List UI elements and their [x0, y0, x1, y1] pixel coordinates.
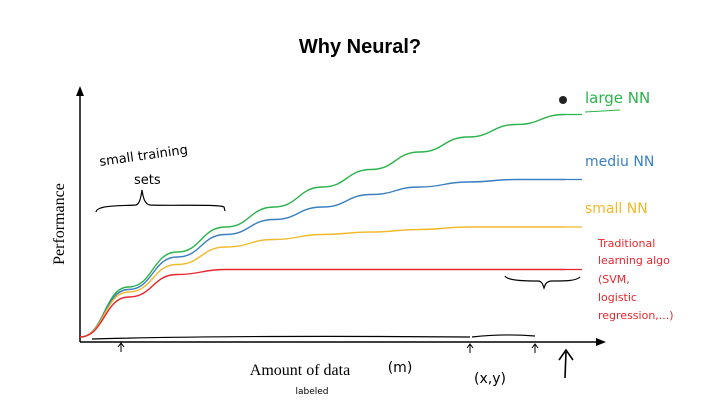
series-line-0: [79, 113, 566, 338]
small-tick-arrow: [117, 342, 125, 352]
series-line-3: [79, 268, 565, 338]
traditional-label-line-1: Traditional: [597, 237, 655, 250]
traditional-label-line-5: regression,...): [598, 309, 674, 322]
medium-tick-arrow: [466, 343, 474, 353]
slide-title: Why Neural?: [298, 36, 422, 58]
data-amount-scribble: [91, 334, 536, 340]
traditional-brace: [504, 275, 581, 290]
x-axis-label: Amount of data: [250, 362, 350, 379]
series-line-2: [79, 226, 565, 338]
traditional-label-line-3: (SVM,: [598, 273, 630, 286]
series-group: [79, 113, 582, 338]
traditional-label-group: Traditional learning algo (SVM, logistic…: [597, 237, 674, 322]
y-axis-arrow: [76, 86, 84, 96]
xy-note: (x,y): [474, 371, 506, 387]
small-nn-label: small NN: [585, 201, 648, 217]
series-line-1: [79, 178, 565, 338]
traditional-label-line-2: learning algo: [598, 254, 670, 267]
labeled-note: labeled: [295, 387, 328, 397]
large-nn-underline: [584, 109, 621, 113]
medium-nn-label: mediu NN: [585, 154, 654, 170]
small-training-sets-line-1: small training: [98, 143, 188, 170]
m-note: (m): [388, 360, 413, 376]
x-axis-arrow: [596, 338, 606, 346]
traditional-label-line-4: logistic: [598, 291, 637, 304]
large-tick-arrow: [531, 343, 539, 353]
small-training-sets-line-2: sets: [134, 173, 161, 188]
small-training-brace: [95, 189, 226, 213]
large-nn-endpoint: [559, 96, 567, 104]
large-nn-label: large NN: [585, 89, 650, 107]
y-axis-label: Performance: [51, 183, 68, 265]
big-up-arrow: [558, 348, 574, 379]
